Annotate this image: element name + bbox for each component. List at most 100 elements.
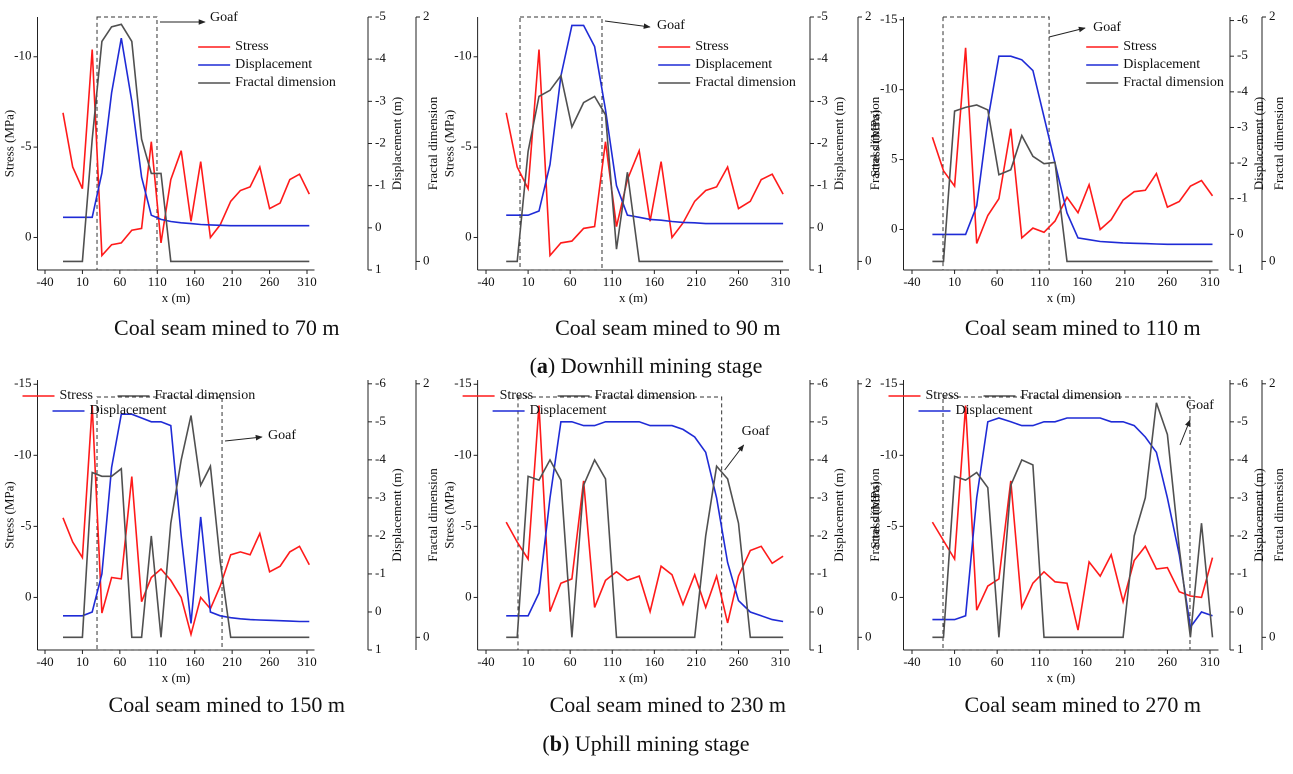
series-line (63, 37, 310, 227)
y-axis-title: Stress (MPa) (442, 481, 457, 549)
series-line (931, 405, 1214, 631)
y2-tick-label: 1 (1237, 261, 1244, 276)
x-tick-label: -40 (477, 654, 494, 669)
y2-tick-label: 0 (1237, 603, 1244, 618)
y-tick-label: -5 (461, 517, 472, 532)
y2-axis-title: Displacement (m) (389, 468, 404, 562)
x-tick-label: 60 (564, 654, 577, 669)
x-axis-title: x (m) (162, 670, 191, 685)
legend-label: Fractal dimension (1123, 75, 1224, 90)
y3-tick-label: 0 (423, 628, 430, 643)
y2-tick-label: -2 (1237, 154, 1248, 169)
x-tick-label: -40 (36, 274, 53, 289)
y2-tick-label: -2 (817, 134, 828, 149)
legend-label: Displacement (90, 403, 167, 418)
y2-axis-title: Displacement (m) (1251, 97, 1266, 191)
y-tick-label: -10 (880, 81, 897, 96)
y-tick-label: 0 (465, 588, 472, 603)
x-tick-label: 160 (1073, 274, 1093, 289)
series-line (63, 23, 310, 263)
series-line (932, 417, 1213, 630)
x-tick-label: 260 (729, 274, 749, 289)
y2-tick-label: -1 (375, 565, 386, 580)
goaf-label: Goaf (210, 10, 238, 25)
x-tick-label: 310 (771, 274, 791, 289)
y2-tick-label: -1 (375, 177, 386, 192)
x-tick-label: 260 (260, 654, 280, 669)
y2-tick-label: -5 (1237, 47, 1248, 62)
y2-tick-label: -4 (1237, 451, 1248, 466)
legend-label: Displacement (530, 403, 607, 418)
y-tick-label: 0 (891, 220, 898, 235)
x-axis-title: x (m) (619, 290, 648, 305)
y3-tick-label: 2 (865, 8, 872, 23)
x-tick-label: 110 (603, 274, 622, 289)
y2-tick-label: 1 (375, 641, 382, 656)
x-tick-label: 110 (603, 654, 622, 669)
y2-tick-label: -4 (817, 50, 828, 65)
y2-axis-title: Displacement (m) (389, 97, 404, 191)
y3-tick-label: 2 (1269, 375, 1276, 390)
legend-label: Displacement (956, 403, 1033, 418)
goaf-arrow (604, 20, 651, 29)
goaf-region (942, 396, 1191, 651)
series-line (932, 402, 1214, 639)
x-tick-label: -40 (36, 654, 53, 669)
stage-label-part: ( (530, 353, 537, 378)
y2-axis-title: Displacement (m) (831, 468, 846, 562)
y2-tick-label: -2 (375, 134, 386, 149)
x-tick-label: 60 (991, 654, 1004, 669)
legend-label: Stress (235, 39, 268, 54)
x-tick-label: 310 (1200, 274, 1220, 289)
x-tick-label: -40 (903, 654, 920, 669)
y2-tick-label: -4 (375, 451, 386, 466)
y-tick-label: -15 (14, 375, 31, 390)
x-tick-label: 110 (1030, 654, 1049, 669)
stage-label: (a) Downhill mining stage (530, 353, 763, 378)
y3-tick-label: 2 (865, 375, 872, 390)
y2-tick-label: -4 (375, 50, 386, 65)
y3-tick-label: 0 (1269, 628, 1276, 643)
stage-label-part: ) Uphill mining stage (562, 731, 750, 756)
y3-axis-title: Fractal dimension (1271, 96, 1286, 190)
x-tick-label: 10 (948, 274, 961, 289)
x-tick-label: 10 (76, 274, 89, 289)
x-tick-label: 160 (185, 654, 205, 669)
goaf-label: Goaf (1093, 20, 1121, 35)
x-tick-label: 10 (522, 274, 535, 289)
y-tick-label: 0 (25, 588, 32, 603)
y3-tick-label: 0 (865, 252, 872, 267)
series-line (932, 104, 1213, 263)
series-line (62, 49, 311, 258)
legend-label: Fractal dimension (695, 75, 796, 90)
x-tick-label: 310 (1200, 654, 1220, 669)
x-tick-label: 260 (729, 654, 749, 669)
y2-tick-label: -5 (1237, 413, 1248, 428)
x-tick-label: 160 (1073, 654, 1093, 669)
x-tick-label: 310 (297, 654, 317, 669)
goaf-region (96, 396, 223, 651)
y3-axis-title: Fractal dimension (867, 468, 882, 562)
goaf-label: Goaf (268, 428, 296, 443)
y2-tick-label: -4 (817, 451, 828, 466)
y-axis-title: Stress (MPa) (1, 110, 16, 178)
series-line (506, 73, 784, 263)
legend-label: Fractal dimension (235, 75, 336, 90)
y2-tick-label: -3 (375, 489, 386, 504)
y2-tick-label: 0 (817, 219, 824, 234)
x-axis-title: x (m) (1047, 290, 1076, 305)
legend-label: Fractal dimension (1021, 388, 1122, 403)
y2-tick-label: -3 (1237, 489, 1248, 504)
y2-tick-label: -6 (817, 375, 828, 390)
x-tick-label: 210 (222, 274, 242, 289)
y2-tick-label: -5 (817, 8, 828, 23)
x-tick-label: -40 (903, 274, 920, 289)
y2-tick-label: 1 (375, 261, 382, 276)
x-tick-label: 210 (687, 654, 707, 669)
y3-tick-label: 0 (865, 628, 872, 643)
y2-tick-label: 0 (375, 603, 382, 618)
x-axis-title: x (m) (1047, 670, 1076, 685)
goaf-arrow (224, 434, 263, 442)
